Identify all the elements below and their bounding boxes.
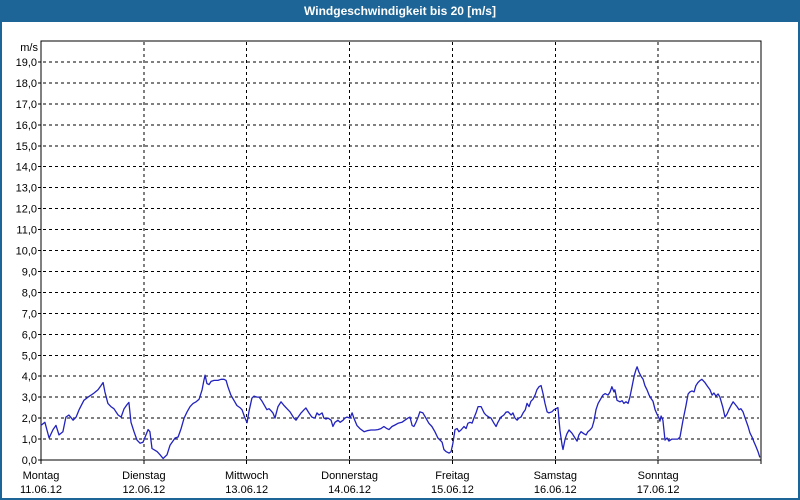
y-tick-label: 19,0 — [16, 57, 37, 69]
x-day-label: Dienstag — [122, 470, 165, 482]
x-date-label: 13.06.12 — [225, 484, 268, 496]
y-tick-label: 4,0 — [22, 371, 37, 383]
x-date-label: 12.06.12 — [122, 484, 165, 496]
y-tick-label: 12,0 — [16, 204, 37, 216]
y-tick-label: 11,0 — [16, 225, 37, 237]
x-date-label: 11.06.12 — [20, 484, 62, 496]
x-date-label: 16.06.12 — [534, 484, 577, 496]
chart-title-bar: Windgeschwindigkeit bis 20 [m/s] — [0, 0, 800, 22]
y-tick-label: 17,0 — [16, 99, 37, 111]
y-tick-label: 8,0 — [22, 287, 37, 299]
chart-title: Windgeschwindigkeit bis 20 [m/s] — [304, 4, 496, 18]
y-tick-label: 5,0 — [22, 350, 37, 362]
x-date-label: 15.06.12 — [431, 484, 474, 496]
y-tick-label: 1,0 — [22, 434, 37, 446]
y-tick-label: 14,0 — [16, 162, 37, 174]
y-tick-label: 7,0 — [22, 308, 37, 320]
x-date-label: 17.06.12 — [637, 484, 680, 496]
y-tick-label: 3,0 — [22, 392, 37, 404]
x-day-label: Samstag — [534, 470, 577, 482]
y-tick-label: 15,0 — [16, 141, 37, 153]
x-day-label: Mittwoch — [225, 470, 268, 482]
y-tick-label: 16,0 — [16, 120, 37, 132]
y-tick-label: 0,0 — [22, 455, 37, 467]
y-tick-label: 9,0 — [22, 266, 37, 278]
x-day-label: Sonntag — [638, 470, 679, 482]
x-date-label: 14.06.12 — [328, 484, 371, 496]
y-axis-unit-label: m/s — [20, 42, 38, 54]
x-day-label: Donnerstag — [321, 470, 378, 482]
y-tick-label: 18,0 — [16, 78, 37, 90]
plot-area — [40, 40, 762, 461]
x-day-label: Montag — [23, 470, 60, 482]
y-tick-label: 6,0 — [22, 329, 37, 341]
y-tick-label: 2,0 — [22, 413, 37, 425]
x-day-label: Freitag — [435, 470, 469, 482]
y-tick-label: 10,0 — [16, 246, 37, 258]
wind-speed-line — [40, 366, 761, 460]
y-tick-label: 13,0 — [16, 183, 37, 195]
